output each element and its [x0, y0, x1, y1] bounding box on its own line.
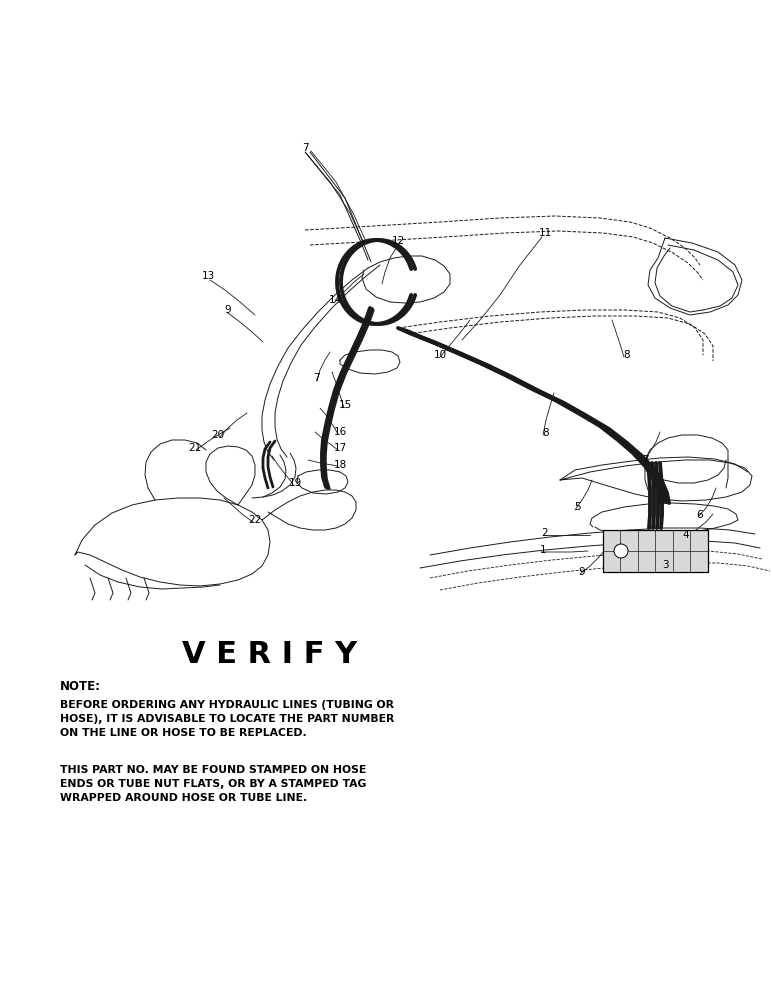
Text: 5: 5 [574, 502, 581, 512]
Text: 21: 21 [188, 443, 201, 453]
Text: 9: 9 [579, 567, 585, 577]
Text: 16: 16 [334, 427, 347, 437]
Text: 3: 3 [662, 560, 669, 570]
Text: 15: 15 [338, 400, 351, 410]
Text: 7: 7 [302, 143, 308, 153]
Text: 20: 20 [212, 430, 225, 440]
Text: 12: 12 [391, 236, 405, 246]
Text: 10: 10 [433, 350, 446, 360]
Circle shape [614, 544, 628, 558]
Text: 13: 13 [201, 271, 215, 281]
Text: THIS PART NO. MAY BE FOUND STAMPED ON HOSE
ENDS OR TUBE NUT FLATS, OR BY A STAMP: THIS PART NO. MAY BE FOUND STAMPED ON HO… [60, 765, 367, 803]
Text: NOTE:: NOTE: [60, 680, 101, 693]
Text: V E R I F Y: V E R I F Y [182, 640, 357, 669]
Text: 1: 1 [540, 545, 547, 555]
Text: 11: 11 [538, 228, 552, 238]
FancyBboxPatch shape [603, 530, 708, 572]
Text: 7: 7 [313, 373, 320, 383]
Text: 19: 19 [289, 478, 302, 488]
Text: 9: 9 [225, 305, 232, 315]
Text: 4: 4 [682, 530, 689, 540]
Text: 6: 6 [696, 510, 703, 520]
Text: 7: 7 [642, 455, 648, 465]
Text: 22: 22 [249, 515, 262, 525]
Text: 8: 8 [624, 350, 630, 360]
Text: BEFORE ORDERING ANY HYDRAULIC LINES (TUBING OR
HOSE), IT IS ADVISABLE TO LOCATE : BEFORE ORDERING ANY HYDRAULIC LINES (TUB… [60, 700, 394, 738]
Text: 8: 8 [543, 428, 550, 438]
Text: 17: 17 [334, 443, 347, 453]
Text: 18: 18 [334, 460, 347, 470]
Text: 14: 14 [328, 295, 342, 305]
Text: 2: 2 [542, 528, 548, 538]
